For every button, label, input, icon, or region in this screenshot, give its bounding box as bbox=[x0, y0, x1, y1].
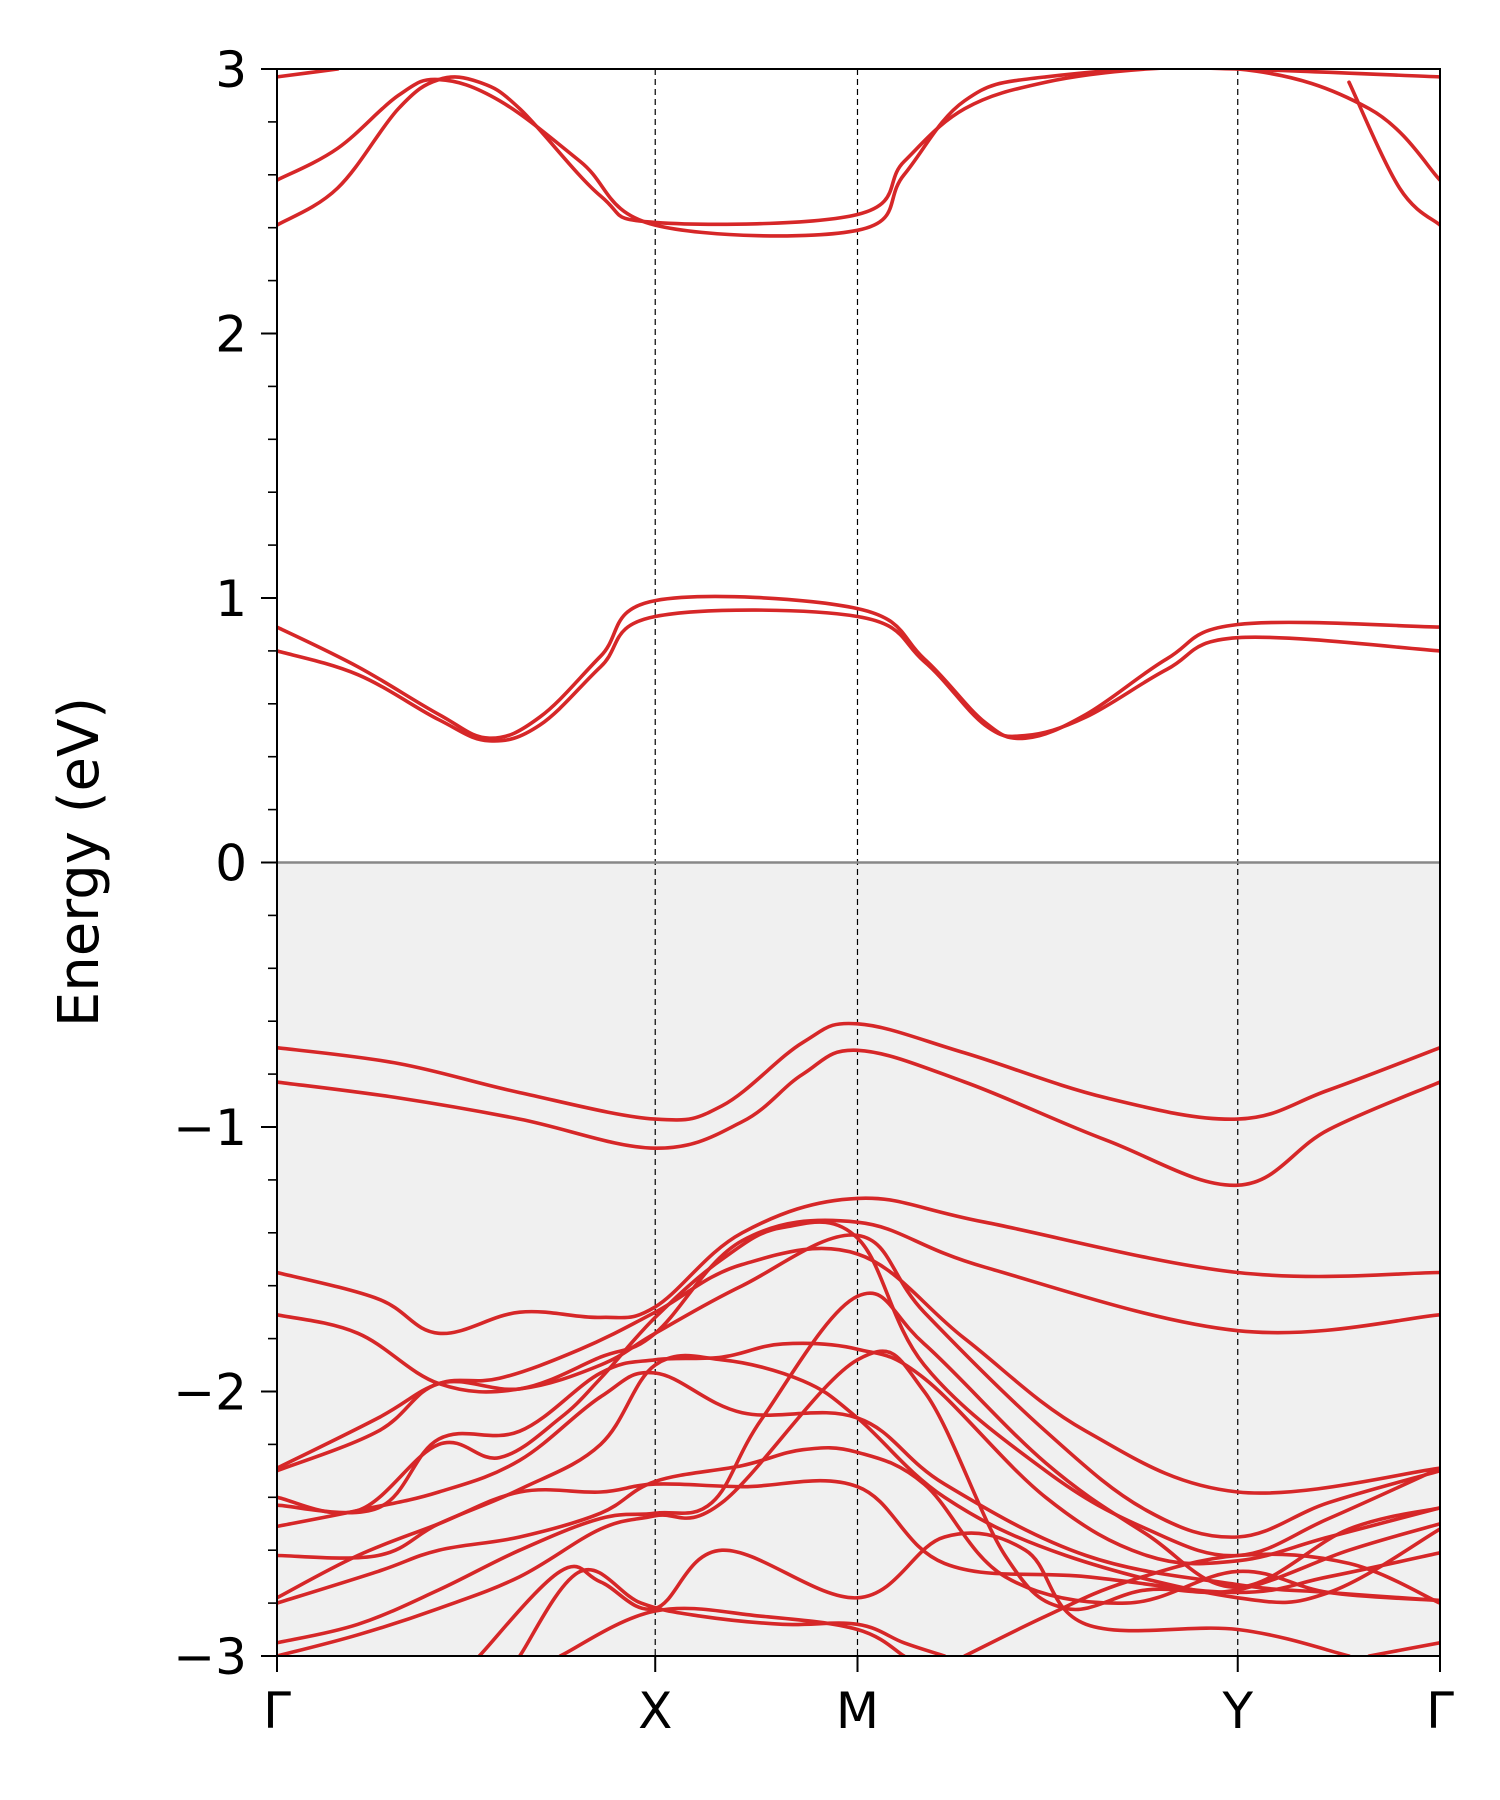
y-axis: −3 −2 −1 0 1 2 3 bbox=[173, 41, 277, 1686]
band-line bbox=[558, 1606, 906, 1656]
x-tick-label: X bbox=[638, 1682, 672, 1740]
band-line bbox=[277, 1220, 1440, 1558]
band-line bbox=[277, 1233, 1440, 1539]
y-tick-label: 1 bbox=[215, 570, 247, 628]
band-line bbox=[277, 1445, 1440, 1605]
band-line bbox=[277, 69, 1440, 227]
band-line bbox=[477, 1531, 1351, 1656]
x-tick-label: Y bbox=[1221, 1682, 1253, 1740]
band-line bbox=[277, 69, 1440, 238]
band-line bbox=[277, 69, 340, 79]
occupied-region-fill bbox=[277, 862, 1440, 1656]
y-tick-label: −2 bbox=[173, 1364, 247, 1422]
band-line bbox=[277, 608, 1440, 743]
x-tick-label: Γ bbox=[263, 1682, 291, 1740]
y-tick-label: 0 bbox=[215, 835, 247, 893]
band-line bbox=[277, 1291, 1440, 1645]
band-line bbox=[517, 1567, 947, 1656]
band-line bbox=[277, 1196, 1440, 1336]
band-line bbox=[277, 1349, 1440, 1656]
x-tick-label: Γ bbox=[1426, 1682, 1454, 1740]
band-line bbox=[1347, 80, 1440, 227]
band-line bbox=[962, 1552, 1440, 1656]
band-line bbox=[277, 1021, 1440, 1122]
occupied-region bbox=[277, 862, 1440, 1656]
bands bbox=[277, 69, 1440, 1656]
band-line bbox=[277, 1370, 1440, 1603]
y-tick-label: 3 bbox=[215, 41, 247, 99]
y-tick-label: −3 bbox=[173, 1628, 247, 1686]
y-tick-label: 2 bbox=[215, 306, 247, 364]
band-line bbox=[277, 1478, 1440, 1600]
band-line bbox=[277, 1048, 1440, 1188]
x-tick-label: M bbox=[836, 1682, 879, 1740]
band-line bbox=[277, 1341, 1440, 1566]
y-tick-label: −1 bbox=[173, 1099, 247, 1157]
band-line bbox=[277, 594, 1440, 741]
y-axis-label: Energy (eV) bbox=[47, 697, 112, 1027]
